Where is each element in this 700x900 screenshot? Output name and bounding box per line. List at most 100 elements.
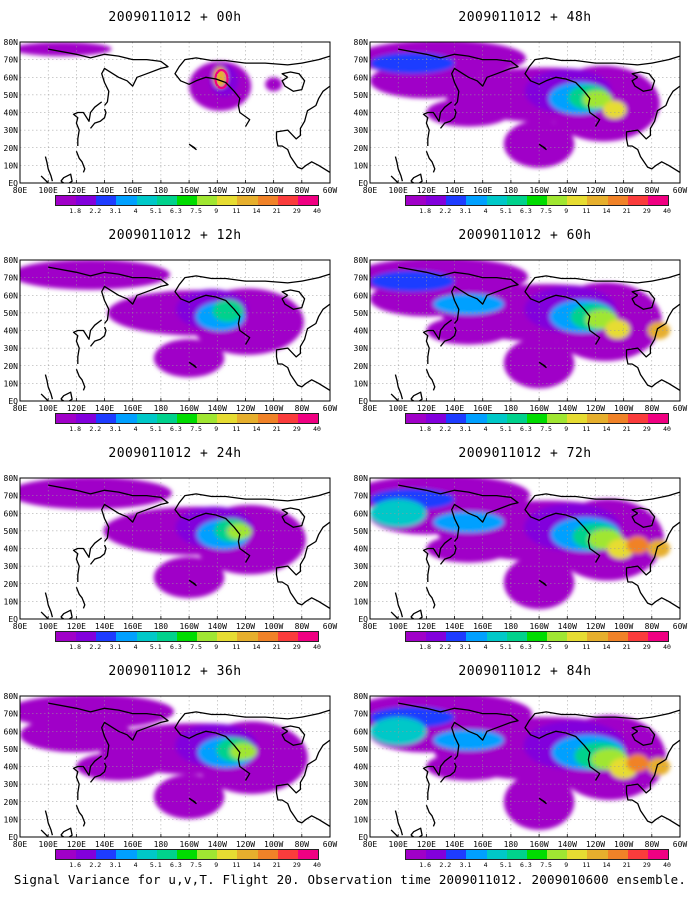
variance-map: 80E 100E 120E 140E 160E 180 160W 140W 120W 100W 80… bbox=[354, 692, 688, 849]
gridlines bbox=[370, 696, 680, 837]
variance-contour-fill bbox=[265, 77, 283, 92]
y-tick-label: 70N bbox=[4, 710, 19, 719]
map-panel-60h: 2009011012 + 60h 80E 100E 120E 140E 160E 180 16… bbox=[350, 218, 700, 443]
x-tick-label: 140E bbox=[95, 404, 114, 413]
x-tick-label: 120W bbox=[236, 186, 255, 195]
y-tick-label: 50N bbox=[4, 309, 19, 318]
map-panel-48h: 2009011012 + 48h 80E 100E 120E 140E 160E 180 16… bbox=[350, 0, 700, 225]
colorbar-swatch bbox=[297, 414, 319, 423]
colorbar-label: 9 bbox=[564, 861, 569, 869]
colorbar-swatch bbox=[446, 196, 467, 205]
colorbar-label: 11 bbox=[582, 425, 591, 433]
x-tick-label: 80E bbox=[363, 840, 378, 849]
colorbar-swatch bbox=[506, 414, 527, 423]
y-tick-label: 60N bbox=[4, 727, 19, 736]
colorbar-swatch bbox=[136, 414, 157, 423]
y-tick-label: 30N bbox=[354, 126, 369, 135]
x-tick-label: 140E bbox=[95, 186, 114, 195]
x-tick-label: 80E bbox=[13, 404, 28, 413]
colorbar-label: 4 bbox=[133, 207, 138, 215]
gridlines bbox=[20, 42, 330, 183]
colorbar-swatch bbox=[277, 414, 298, 423]
panel-title: 2009011012 + 36h bbox=[108, 664, 242, 679]
x-tick-label: 140E bbox=[95, 840, 114, 849]
y-tick-label: 20N bbox=[4, 798, 19, 807]
x-tick-label: 100W bbox=[614, 840, 633, 849]
y-tick-label: 60N bbox=[4, 291, 19, 300]
colorbar-swatch bbox=[237, 632, 258, 641]
x-tick-label: 120W bbox=[586, 622, 605, 631]
x-tick-label: 60W bbox=[673, 404, 688, 413]
colorbar-label: 5.1 bbox=[149, 643, 162, 651]
y-tick-label: EQ bbox=[358, 833, 368, 842]
colorbar-swatch bbox=[627, 632, 648, 641]
colorbar-swatch bbox=[587, 414, 608, 423]
x-tick-label: 120E bbox=[67, 186, 86, 195]
variance-contour-fill bbox=[370, 52, 455, 74]
y-tick-label: 40N bbox=[354, 763, 369, 772]
colorbar-swatch bbox=[526, 414, 548, 423]
x-tick-label: 100W bbox=[264, 186, 283, 195]
coastlines bbox=[40, 484, 330, 619]
colorbar-label: 3.1 bbox=[109, 425, 122, 433]
x-tick-label: 160W bbox=[179, 840, 198, 849]
colorbar-swatch bbox=[156, 632, 177, 641]
y-tick-label: 30N bbox=[4, 562, 19, 571]
colorbar-label: 14 bbox=[252, 207, 261, 215]
x-tick-label: 180 bbox=[154, 622, 169, 631]
colorbar bbox=[55, 413, 319, 424]
colorbar-swatch bbox=[56, 850, 77, 859]
colorbar-swatch bbox=[156, 196, 177, 205]
colorbar-swatch bbox=[647, 632, 669, 641]
colorbar-swatch bbox=[547, 632, 568, 641]
y-tick-label: 10N bbox=[4, 379, 19, 388]
colorbar-swatch bbox=[446, 850, 467, 859]
colorbar-label: 40 bbox=[663, 643, 671, 651]
y-tick-label: 70N bbox=[4, 274, 19, 283]
colorbar-swatch bbox=[466, 850, 487, 859]
colorbar-label: 6.3 bbox=[170, 643, 182, 651]
colorbar-swatch bbox=[217, 414, 238, 423]
colorbar-label: 21 bbox=[272, 643, 281, 651]
x-tick-label: 120E bbox=[67, 840, 86, 849]
colorbar-label: 5.1 bbox=[499, 207, 512, 215]
colorbar-label: 3.1 bbox=[459, 643, 472, 651]
colorbar-swatch bbox=[237, 850, 258, 859]
y-tick-label: 20N bbox=[354, 362, 369, 371]
colorbar-swatch bbox=[486, 850, 507, 859]
y-tick-label: 10N bbox=[354, 815, 369, 824]
colorbar-swatch bbox=[607, 414, 628, 423]
variance-contour-fill bbox=[153, 556, 225, 599]
colorbar-label: 5.1 bbox=[499, 425, 512, 433]
y-tick-label: 30N bbox=[4, 126, 19, 135]
variance-contour-fill bbox=[602, 100, 627, 119]
x-tick-label: 180 bbox=[154, 404, 169, 413]
colorbar-label: 40 bbox=[313, 861, 321, 869]
y-tick-label: 80N bbox=[354, 474, 369, 483]
variance-contour-fill bbox=[229, 742, 257, 760]
colorbar-swatch bbox=[277, 196, 298, 205]
x-tick-label: 160W bbox=[529, 404, 548, 413]
colorbar-label: 9 bbox=[214, 861, 219, 869]
variance-contour-fill bbox=[153, 339, 225, 378]
y-tick-label: 60N bbox=[354, 73, 369, 82]
colorbar-label: 7.5 bbox=[540, 207, 552, 215]
variance-contour-fill bbox=[433, 293, 504, 315]
x-tick-label: 160E bbox=[473, 622, 492, 631]
colorbar-swatch bbox=[486, 196, 507, 205]
colorbar-swatch bbox=[486, 414, 507, 423]
colorbar-swatch bbox=[76, 850, 97, 859]
y-tick-label: 10N bbox=[354, 379, 369, 388]
colorbar-swatch bbox=[96, 196, 117, 205]
x-tick-label: 80W bbox=[645, 840, 660, 849]
x-tick-label: 120W bbox=[586, 840, 605, 849]
colorbar-label: 4 bbox=[483, 861, 488, 869]
colorbar-label: 7.5 bbox=[190, 207, 202, 215]
x-tick-label: 60W bbox=[323, 186, 338, 195]
y-tick-label: 50N bbox=[4, 745, 19, 754]
y-tick-label: 30N bbox=[354, 562, 369, 571]
x-tick-label: 100W bbox=[264, 404, 283, 413]
y-tick-label: 30N bbox=[4, 344, 19, 353]
x-tick-label: 140E bbox=[445, 840, 464, 849]
colorbar-label: 40 bbox=[313, 643, 321, 651]
